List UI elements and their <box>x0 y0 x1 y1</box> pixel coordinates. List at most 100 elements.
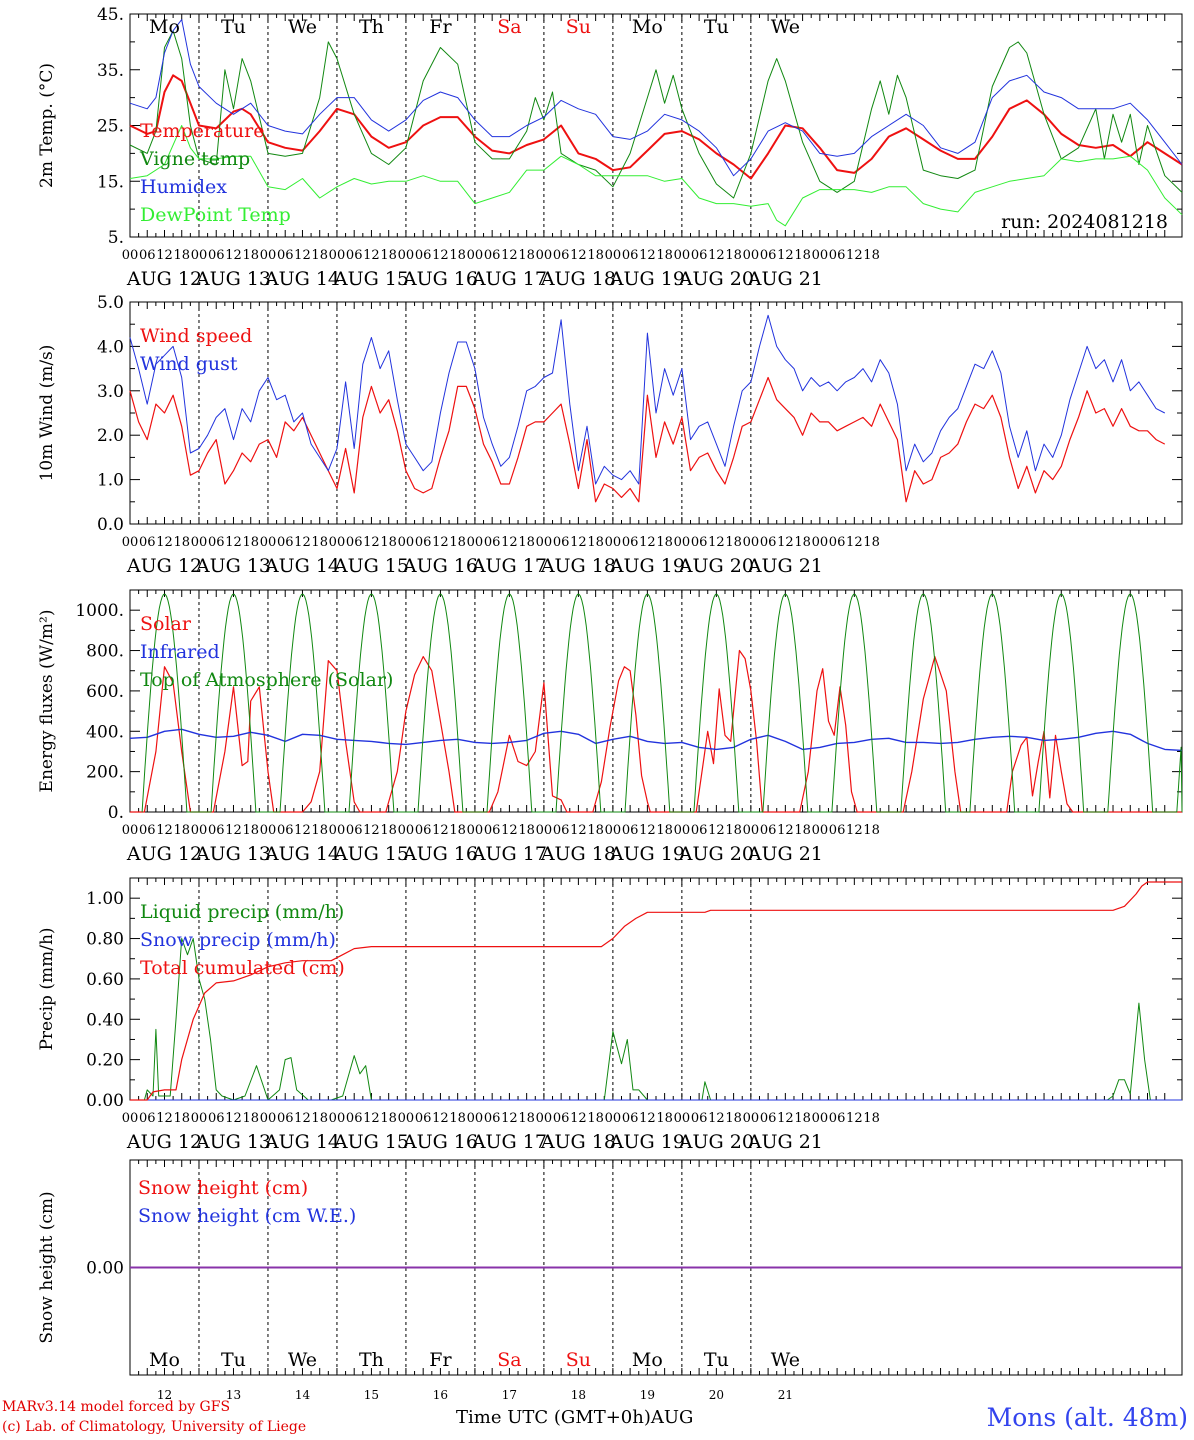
copyright-credit: (c) Lab. of Climatology, University of L… <box>2 1419 307 1435</box>
x-hour-label: 18 <box>587 1111 604 1126</box>
x-hour-label: 06 <box>829 535 846 550</box>
series-line-2-2 <box>141 593 1183 813</box>
y-tick-label: 0.0 <box>97 515 124 535</box>
x-hour-label: 06 <box>691 535 708 550</box>
x-hour-label: 06 <box>691 823 708 838</box>
legend-entry: DewPoint Temp <box>140 204 291 226</box>
x-hour-label: 00 <box>122 823 139 838</box>
x-hour-label: 12 <box>777 1111 794 1126</box>
y-axis-label: Energy fluxes (W/m²) <box>37 610 57 793</box>
y-axis-label: 2m Temp. (°C) <box>37 63 57 188</box>
x-hour-label: 00 <box>605 823 622 838</box>
weekday-label-bottom: Su <box>566 1349 591 1371</box>
x-hour-label: 12 <box>432 248 449 263</box>
x-hour-label: 18 <box>725 535 742 550</box>
x-hour-label: 00 <box>467 1111 484 1126</box>
x-hour-label: 12 <box>846 823 863 838</box>
x-date-label: AUG 16 <box>402 1131 478 1153</box>
legend-entry: Top of Atmosphere (Solar) <box>140 669 393 691</box>
x-hour-label: 18 <box>863 823 880 838</box>
x-hour-label: 12 <box>156 823 173 838</box>
x-date-label: AUG 19 <box>609 1131 685 1153</box>
day-number-label: 16 <box>433 1388 448 1402</box>
x-hour-label: 06 <box>829 823 846 838</box>
x-hour-label: 18 <box>863 1111 880 1126</box>
x-date-label: AUG 17 <box>471 268 547 290</box>
y-tick-label: 5.0 <box>97 293 124 313</box>
legend-entry: Wind speed <box>140 325 252 347</box>
x-hour-label: 06 <box>415 1111 432 1126</box>
x-date-label: AUG 13 <box>195 843 271 865</box>
x-hour-label: 12 <box>156 535 173 550</box>
x-hour-label: 18 <box>863 535 880 550</box>
x-hour-label: 18 <box>725 823 742 838</box>
x-hour-label: 06 <box>208 823 225 838</box>
x-hour-label: 06 <box>139 823 156 838</box>
x-hour-label: 12 <box>432 1111 449 1126</box>
x-hour-label: 18 <box>173 535 190 550</box>
x-hour-label: 12 <box>570 1111 587 1126</box>
x-hour-label: 18 <box>794 248 811 263</box>
series-line-0-1 <box>129 30 1183 199</box>
weekday-label-bottom: We <box>288 1349 317 1371</box>
x-hour-label: 12 <box>432 823 449 838</box>
y-tick-label: 1.0 <box>97 471 124 491</box>
x-hour-label: 18 <box>794 535 811 550</box>
x-hour-label: 00 <box>743 535 760 550</box>
x-hour-label: 18 <box>518 535 535 550</box>
weekday-label: Th <box>359 16 384 38</box>
weekday-label: Sa <box>497 16 521 38</box>
x-hour-label: 12 <box>225 535 242 550</box>
series-line-1-0 <box>129 376 1166 503</box>
x-hour-label: 00 <box>812 823 829 838</box>
x-hour-label: 12 <box>639 535 656 550</box>
weekday-label: Fr <box>429 16 452 38</box>
x-date-label: AUG 13 <box>195 268 271 290</box>
x-date-label: AUG 19 <box>609 555 685 577</box>
y-tick-label: 0.20 <box>86 1051 124 1071</box>
x-date-label: AUG 17 <box>471 555 547 577</box>
x-hour-label: 12 <box>639 823 656 838</box>
y-tick-label: 0.00 <box>86 1091 124 1111</box>
day-number-label: 12 <box>157 1388 172 1402</box>
x-hour-label: 00 <box>743 248 760 263</box>
x-date-label: AUG 18 <box>540 1131 616 1153</box>
x-hour-label: 00 <box>398 1111 415 1126</box>
y-axis-label: 10m Wind (m/s) <box>37 345 57 482</box>
y-tick-label: 600. <box>86 682 124 702</box>
x-hour-label: 00 <box>467 535 484 550</box>
x-date-label: AUG 18 <box>540 555 616 577</box>
x-date-label: AUG 15 <box>333 843 409 865</box>
weekday-label: Tu <box>221 16 246 38</box>
x-hour-label: 18 <box>311 248 328 263</box>
y-tick-label: 25. <box>97 117 124 137</box>
x-hour-label: 06 <box>484 535 501 550</box>
x-hour-label: 00 <box>605 535 622 550</box>
x-hour-label: 00 <box>536 1111 553 1126</box>
x-date-label: AUG 14 <box>264 268 340 290</box>
x-date-label: AUG 19 <box>609 843 685 865</box>
y-tick-label: 200. <box>86 763 124 783</box>
x-hour-label: 12 <box>294 823 311 838</box>
x-hour-label: 00 <box>191 248 208 263</box>
x-hour-label: 18 <box>242 248 259 263</box>
x-hour-label: 12 <box>156 1111 173 1126</box>
x-hour-label: 18 <box>587 535 604 550</box>
x-date-label: AUG 15 <box>333 555 409 577</box>
x-hour-label: 06 <box>760 1111 777 1126</box>
x-hour-label: 18 <box>449 1111 466 1126</box>
x-hour-label: 06 <box>553 248 570 263</box>
weekday-label-bottom: Tu <box>221 1349 246 1371</box>
x-hour-label: 00 <box>467 248 484 263</box>
x-hour-label: 12 <box>156 248 173 263</box>
x-date-label: AUG 12 <box>126 1131 202 1153</box>
x-hour-label: 06 <box>139 1111 156 1126</box>
day-number-label: 13 <box>226 1388 241 1402</box>
x-hour-label: 12 <box>225 248 242 263</box>
x-hour-label: 06 <box>829 248 846 263</box>
x-hour-label: 12 <box>708 535 725 550</box>
y-tick-label: 0.00 <box>86 1259 124 1279</box>
x-hour-label: 18 <box>449 535 466 550</box>
y-tick-label: 3.0 <box>97 382 124 402</box>
